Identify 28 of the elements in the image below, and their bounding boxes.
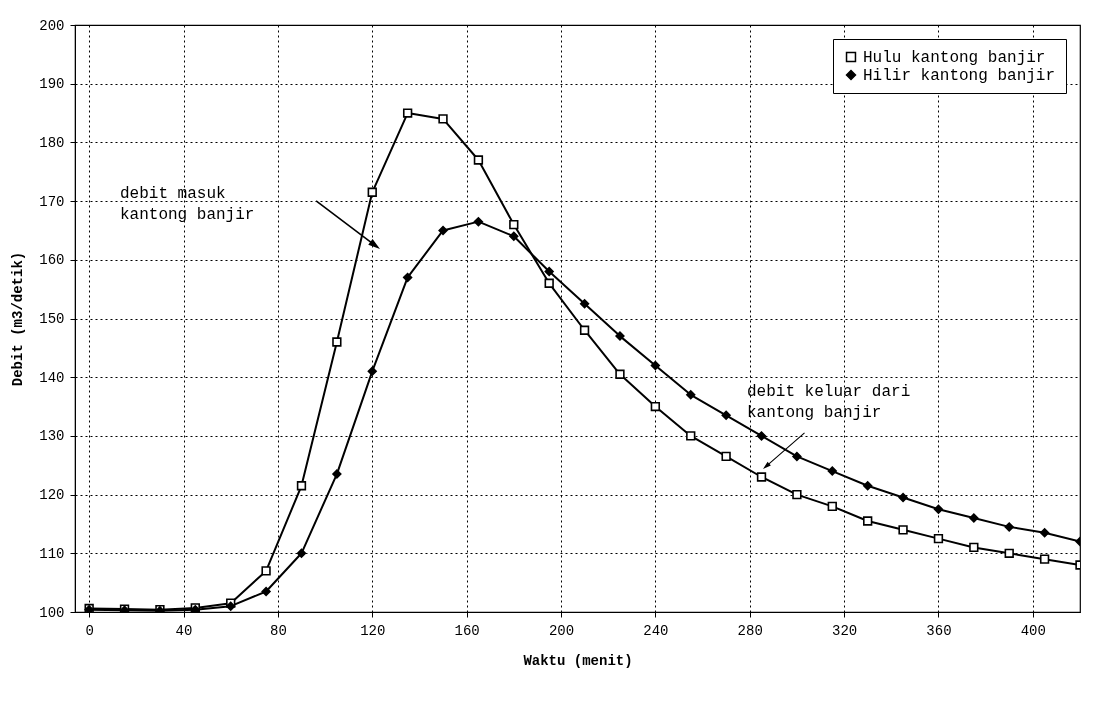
x-tick-label: 320 <box>831 622 858 639</box>
x-tick-label: 280 <box>737 622 763 639</box>
y-tick-label: 150 <box>39 311 65 327</box>
x-tick-label: 240 <box>643 622 669 639</box>
annotation: debit keluar dari kantong banjir <box>747 383 911 422</box>
x-tick-label: 400 <box>1020 622 1046 639</box>
x-tick-label: 0 <box>85 622 94 639</box>
x-tick-label: 120 <box>360 622 386 639</box>
x-tick-label: 200 <box>548 622 575 639</box>
y-tick-label: 170 <box>39 193 65 210</box>
legend-label: Hilir kantong banjir <box>863 67 1056 85</box>
y-tick-label: 190 <box>39 76 65 93</box>
y-tick-label: 120 <box>39 487 65 504</box>
y-axis-title: Debit (m3/detik) <box>10 251 27 387</box>
y-tick-label: 100 <box>39 604 65 621</box>
annotation: debit masuk kantong banjir <box>120 185 255 224</box>
x-axis-title: Waktu (menit) <box>523 652 633 669</box>
legend-label: Hulu kantong banjir <box>863 49 1046 67</box>
y-tick-label: 110 <box>39 545 65 562</box>
y-tick-label: 130 <box>39 428 65 445</box>
x-tick-label: 80 <box>269 622 287 639</box>
y-tick-label: 160 <box>39 252 65 269</box>
x-tick-label: 360 <box>926 622 952 639</box>
y-tick-label: 200 <box>39 17 65 34</box>
x-tick-label: 40 <box>175 622 193 639</box>
y-tick-label: 140 <box>39 369 65 386</box>
y-tick-label: 180 <box>39 134 65 151</box>
x-tick-label: 160 <box>454 622 480 639</box>
